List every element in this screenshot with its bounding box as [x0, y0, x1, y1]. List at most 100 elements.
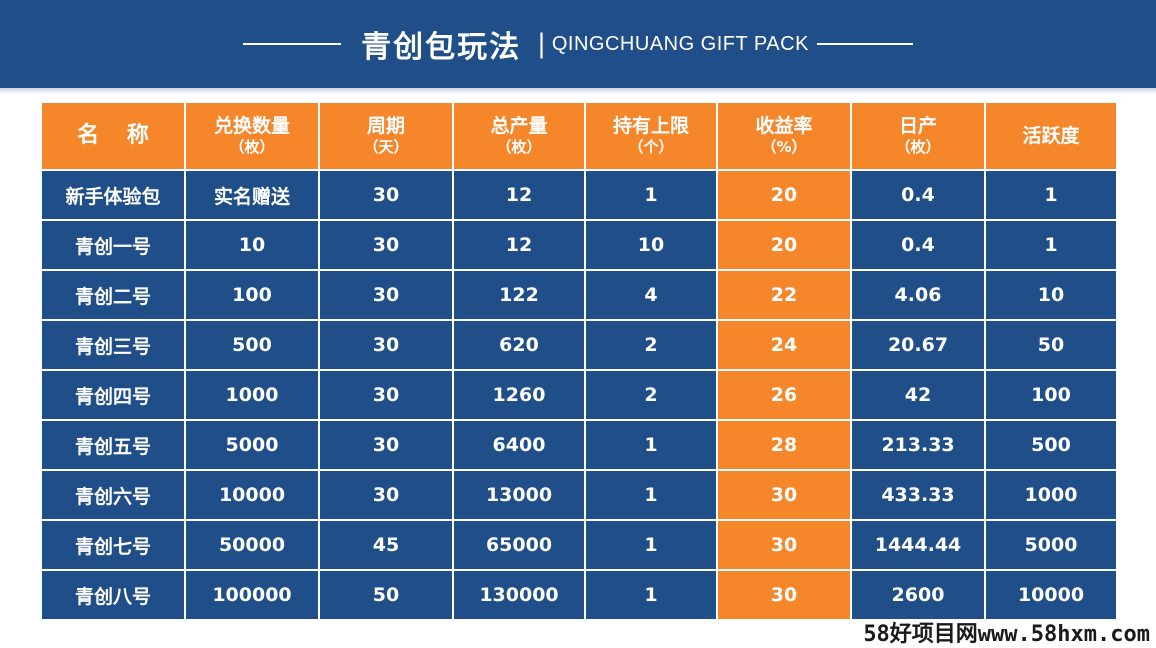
header-total-output-unit: （枚） — [496, 138, 542, 157]
header-shadow — [0, 88, 1156, 94]
cell-daily-output: 213.33 — [850, 419, 986, 471]
cell-holding-limit: 1 — [584, 569, 718, 621]
cell-activity: 1000 — [984, 469, 1118, 521]
header-holding-limit-unit: （个） — [628, 138, 674, 157]
cell-activity: 10000 — [984, 569, 1118, 621]
gift-pack-table: 名 称 兑换数量 （枚） 周期 （天） 总产量 （枚） 持有上限 （个） 收益率… — [40, 101, 1118, 621]
cell-yield-rate: 28 — [716, 419, 852, 471]
cell-period: 30 — [318, 319, 454, 371]
cell-name: 青创七号 — [40, 519, 186, 571]
header-activity-label: 活跃度 — [1022, 124, 1080, 147]
cell-name: 青创一号 — [40, 219, 186, 271]
table-row: 青创七号 50000 45 65000 1 30 1444.44 5000 — [40, 519, 1118, 571]
cell-period: 30 — [318, 219, 454, 271]
cell-holding-limit: 10 — [584, 219, 718, 271]
table-row: 青创二号 100 30 122 4 22 4.06 10 — [40, 269, 1118, 321]
cell-holding-limit: 4 — [584, 269, 718, 321]
cell-daily-output: 20.67 — [850, 319, 986, 371]
cell-total-output: 65000 — [452, 519, 586, 571]
table-header-row: 名 称 兑换数量 （枚） 周期 （天） 总产量 （枚） 持有上限 （个） 收益率… — [40, 101, 1118, 171]
header-right-rule — [816, 43, 913, 45]
header-total-output: 总产量 （枚） — [452, 101, 586, 171]
cell-activity: 500 — [984, 419, 1118, 471]
table-row: 青创一号 10 30 12 10 20 0.4 1 — [40, 219, 1118, 271]
cell-total-output: 620 — [452, 319, 586, 371]
cell-yield-rate: 30 — [716, 469, 852, 521]
header-daily-output-label: 日产 — [898, 115, 937, 138]
cell-exchange-amount: 100000 — [184, 569, 320, 621]
cell-exchange-amount: 1000 — [184, 369, 320, 421]
cell-activity: 1 — [984, 169, 1118, 221]
cell-activity: 1 — [984, 219, 1118, 271]
header-total-output-label: 总产量 — [490, 115, 548, 138]
header-daily-output-unit: （枚） — [895, 138, 941, 157]
cell-name: 青创二号 — [40, 269, 186, 321]
header-name-label: 名 称 — [77, 122, 159, 148]
cell-yield-rate: 22 — [716, 269, 852, 321]
cell-daily-output: 42 — [850, 369, 986, 421]
cell-exchange-amount: 10000 — [184, 469, 320, 521]
cell-exchange-amount: 5000 — [184, 419, 320, 471]
cell-daily-output: 2600 — [850, 569, 986, 621]
cell-exchange-amount: 10 — [184, 219, 320, 271]
cell-exchange-amount: 实名赠送 — [184, 169, 320, 221]
header-name: 名 称 — [40, 101, 186, 171]
header-period-unit: （天） — [363, 138, 409, 157]
header-holding-limit-label: 持有上限 — [612, 115, 689, 138]
cell-holding-limit: 2 — [584, 319, 718, 371]
cell-daily-output: 1444.44 — [850, 519, 986, 571]
cell-holding-limit: 1 — [584, 469, 718, 521]
cell-holding-limit: 1 — [584, 419, 718, 471]
cell-period: 50 — [318, 569, 454, 621]
header-yield-rate: 收益率 （%） — [716, 101, 852, 171]
cell-name: 新手体验包 — [40, 169, 186, 221]
cell-period: 30 — [318, 469, 454, 521]
header-yield-rate-unit: （%） — [761, 138, 807, 157]
cell-name: 青创五号 — [40, 419, 186, 471]
header-holding-limit: 持有上限 （个） — [584, 101, 718, 171]
cell-yield-rate: 26 — [716, 369, 852, 421]
cell-holding-limit: 1 — [584, 169, 718, 221]
table-row: 青创六号 10000 30 13000 1 30 433.33 1000 — [40, 469, 1118, 521]
cell-exchange-amount: 500 — [184, 319, 320, 371]
header-exchange-amount-label: 兑换数量 — [213, 115, 290, 138]
header-period: 周期 （天） — [318, 101, 454, 171]
page-header: 青创包玩法 | QINGCHUANG GIFT PACK — [0, 0, 1156, 88]
cell-activity: 50 — [984, 319, 1118, 371]
cell-total-output: 1260 — [452, 369, 586, 421]
cell-period: 30 — [318, 369, 454, 421]
header-yield-rate-label: 收益率 — [755, 115, 813, 138]
cell-exchange-amount: 100 — [184, 269, 320, 321]
header-period-label: 周期 — [366, 115, 405, 138]
cell-activity: 100 — [984, 369, 1118, 421]
cell-daily-output: 4.06 — [850, 269, 986, 321]
table-row: 青创四号 1000 30 1260 2 26 42 100 — [40, 369, 1118, 421]
site-watermark: 58好项目网www.58hxm.com — [859, 622, 1154, 648]
header-daily-output: 日产 （枚） — [850, 101, 986, 171]
cell-daily-output: 0.4 — [850, 219, 986, 271]
cell-total-output: 122 — [452, 269, 586, 321]
header-exchange-amount: 兑换数量 （枚） — [184, 101, 320, 171]
cell-total-output: 130000 — [452, 569, 586, 621]
cell-holding-limit: 2 — [584, 369, 718, 421]
page-title: 青创包玩法 — [361, 30, 522, 65]
cell-yield-rate: 30 — [716, 569, 852, 621]
cell-daily-output: 0.4 — [850, 169, 986, 221]
title-separator: | — [537, 29, 546, 59]
cell-period: 45 — [318, 519, 454, 571]
table-row: 青创三号 500 30 620 2 24 20.67 50 — [40, 319, 1118, 371]
header-activity: 活跃度 — [984, 101, 1118, 171]
cell-total-output: 12 — [452, 169, 586, 221]
header-left-rule — [243, 43, 342, 45]
cell-period: 30 — [318, 169, 454, 221]
cell-yield-rate: 24 — [716, 319, 852, 371]
cell-total-output: 12 — [452, 219, 586, 271]
table-row: 青创五号 5000 30 6400 1 28 213.33 500 — [40, 419, 1118, 471]
cell-name: 青创六号 — [40, 469, 186, 521]
cell-total-output: 13000 — [452, 469, 586, 521]
table-row: 青创八号 100000 50 130000 1 30 2600 10000 — [40, 569, 1118, 621]
header-exchange-amount-unit: （枚） — [229, 138, 275, 157]
cell-exchange-amount: 50000 — [184, 519, 320, 571]
cell-activity: 10 — [984, 269, 1118, 321]
page-subtitle-english: QINGCHUANG GIFT PACK — [551, 32, 809, 55]
